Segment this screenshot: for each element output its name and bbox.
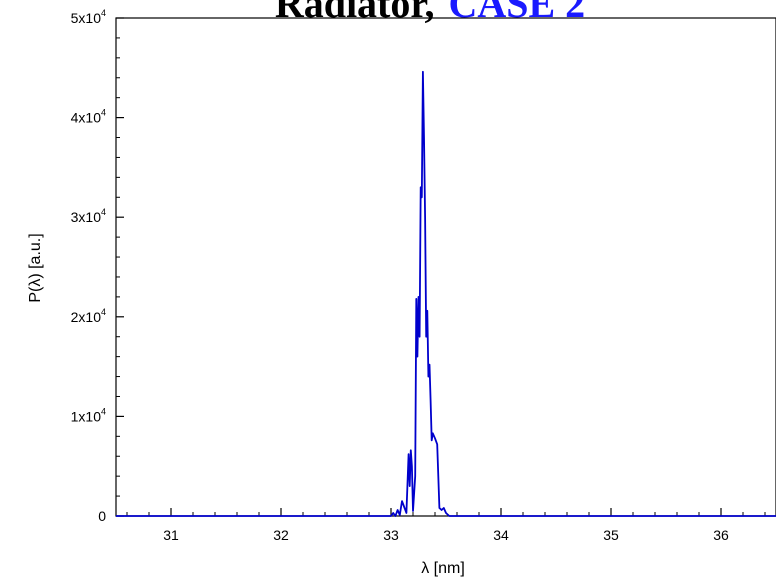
y-axis-label: P(λ) [a.u.]	[27, 233, 44, 302]
y-axis-tick-labels: 0 1x104 2x104 3x104 4x104 5x104	[71, 8, 107, 524]
x-tick-label: 31	[163, 527, 179, 543]
y-tick-label: 5x104	[71, 8, 106, 26]
chart-title-part1: Radiator,	[275, 0, 435, 26]
chart-title-part2: CASE 2	[448, 0, 585, 26]
plot-frame	[115, 17, 776, 517]
y-tick-label: 4x104	[71, 108, 106, 126]
y-tick-label: 1x104	[71, 406, 106, 424]
x-axis-tick-labels: 31 32 33 34 35 36	[163, 527, 729, 543]
chart-title: Radiator, CASE 2	[275, 0, 585, 26]
y-tick-label: 0	[98, 508, 106, 524]
x-axis-label: λ [nm]	[421, 560, 465, 577]
x-tick-label: 35	[603, 527, 619, 543]
x-tick-label: 32	[273, 527, 289, 543]
x-tick-label: 36	[713, 527, 729, 543]
spectrum-line	[116, 70, 776, 517]
x-tick-label: 34	[493, 527, 509, 543]
y-axis-ticks	[116, 17, 124, 517]
x-tick-label: 33	[383, 527, 399, 543]
y-tick-label: 2x104	[71, 307, 106, 325]
y-tick-label: 3x104	[71, 207, 106, 225]
